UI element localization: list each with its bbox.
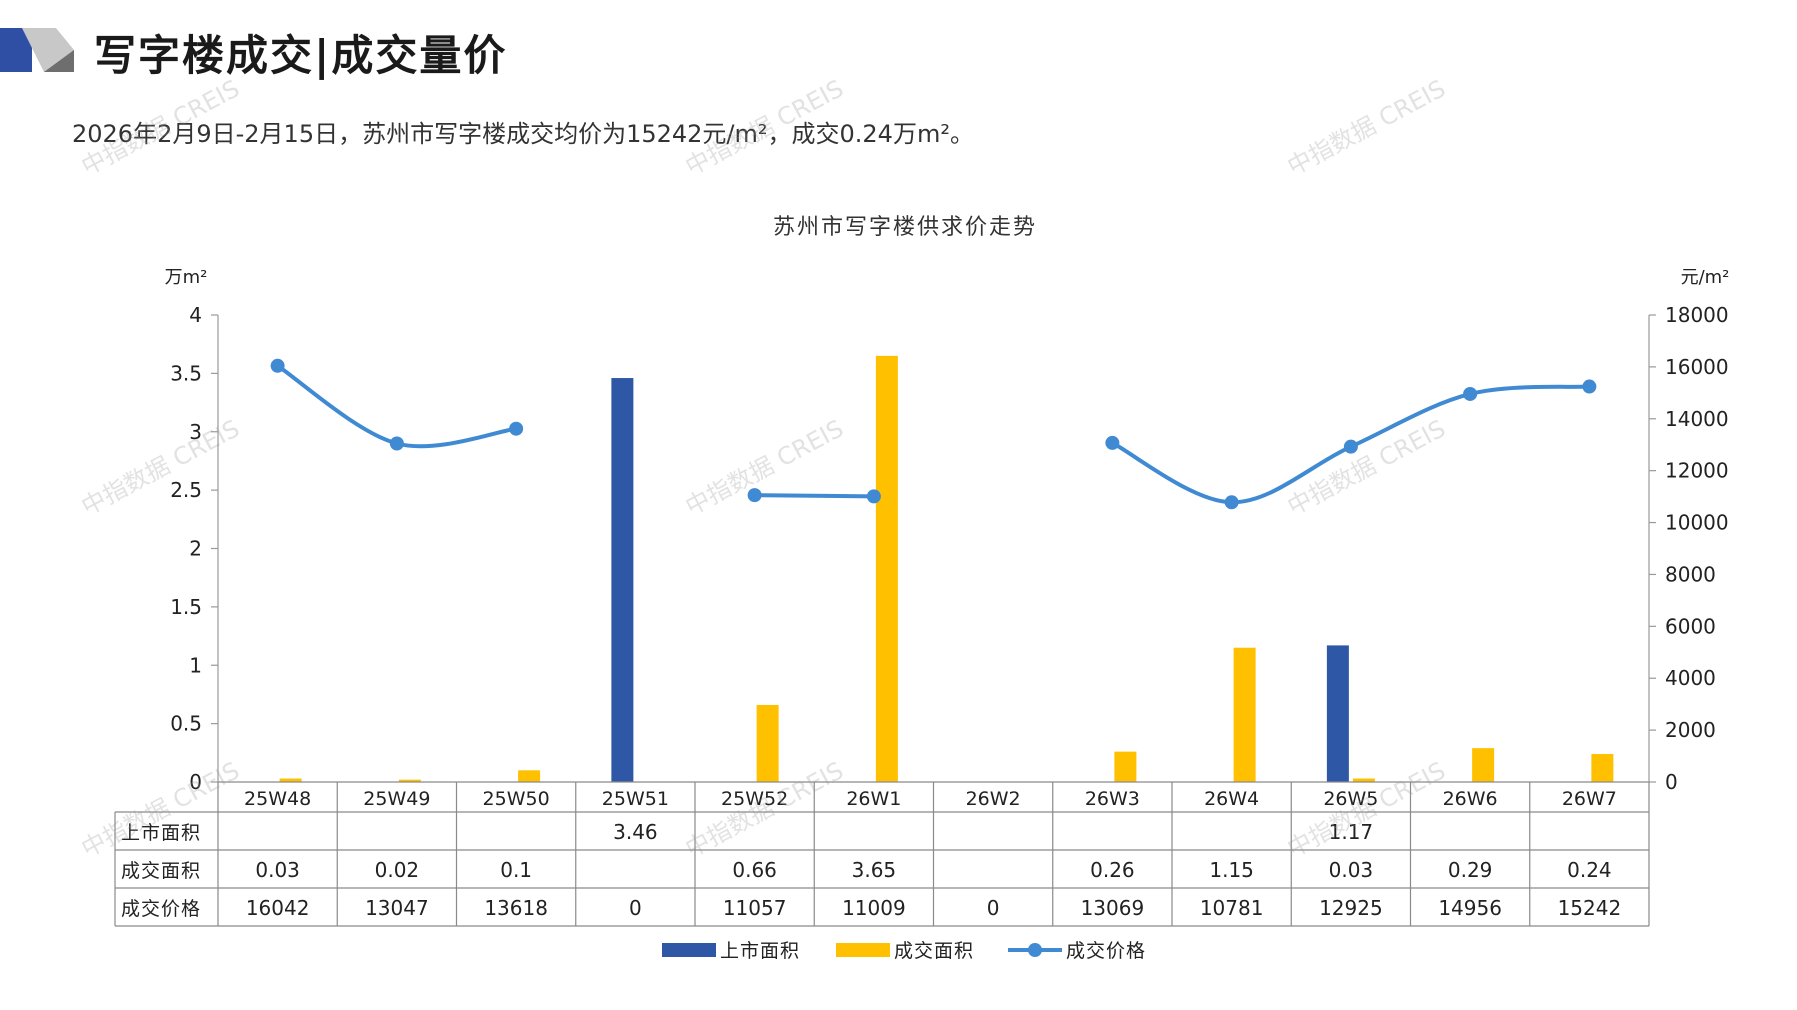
deal-area-bar (756, 704, 779, 782)
deal-area-bar (1591, 753, 1614, 782)
y-left-tick-label: 1 (189, 653, 202, 677)
deal-price-point (1582, 379, 1597, 394)
x-category-label: 26W3 (1085, 788, 1140, 810)
deal-price-point (866, 489, 881, 504)
x-category-label: 25W48 (244, 788, 311, 810)
deal-price-point (389, 436, 404, 451)
y-right-tick-label: 2000 (1665, 718, 1716, 742)
table-cell-value: 0.1 (500, 858, 532, 882)
supply-area-bar (611, 378, 634, 782)
header-decoration (0, 28, 74, 72)
table-cell-value: 3.65 (852, 858, 897, 882)
table-cell-value: 0.66 (732, 858, 777, 882)
table-cell-value: 0.03 (1329, 858, 1374, 882)
legend-swatch-marker (1028, 943, 1042, 957)
legend-swatch (836, 943, 890, 957)
table-cell-value: 3.46 (613, 820, 658, 844)
deal-price-point (1463, 386, 1478, 401)
deal-price-line (754, 493, 874, 499)
deal-price-point (1224, 495, 1239, 510)
x-category-label: 25W51 (602, 788, 669, 810)
x-category-label: 25W52 (721, 788, 788, 810)
y-right-tick-label: 6000 (1665, 614, 1716, 638)
table-row-header: 上市面积 (121, 822, 201, 844)
y-right-tick-label: 0 (1665, 770, 1678, 794)
deal-area-bar (1233, 647, 1256, 782)
y-right-tick-label: 8000 (1665, 562, 1716, 586)
table-cell-value: 1.15 (1209, 858, 1254, 882)
table-cell-value: 0.03 (255, 858, 300, 882)
y-right-tick-label: 18000 (1665, 303, 1729, 327)
legend-label: 上市面积 (720, 940, 800, 962)
table-cell-value: 0.02 (375, 858, 420, 882)
table-cell-value: 0.24 (1567, 858, 1612, 882)
deal-area-bar (398, 779, 421, 782)
legend-label: 成交价格 (1066, 940, 1146, 962)
x-category-label: 26W4 (1204, 788, 1259, 810)
deal-area-bar (875, 355, 898, 782)
deal-price-point (509, 421, 524, 436)
y-left-tick-label: 0 (189, 770, 202, 794)
x-category-label: 25W50 (483, 788, 550, 810)
table-cell-value: 15242 (1558, 896, 1622, 920)
y-left-tick-label: 1.5 (170, 595, 202, 619)
deal-area-bar (279, 778, 302, 782)
y-left-tick-label: 0.5 (170, 712, 202, 736)
table-cell-value: 1.17 (1329, 820, 1374, 844)
y-right-tick-label: 14000 (1665, 407, 1729, 431)
summary-text: 2026年2月9日-2月15日，苏州市写字楼成交均价为15242元/m²，成交0… (72, 120, 974, 148)
deal-price-line (276, 364, 517, 449)
y-right-tick-label: 16000 (1665, 355, 1729, 379)
y-left-unit: 万m² (165, 267, 208, 288)
y-left-tick-label: 3.5 (170, 361, 202, 385)
y-right-unit: 元/m² (1681, 267, 1730, 288)
table-row-header: 成交面积 (121, 860, 201, 882)
table-cell-value: 10781 (1200, 896, 1264, 920)
table-cell-value: 0 (629, 896, 642, 920)
deal-area-bar (1352, 778, 1375, 782)
y-left-tick-label: 2 (189, 537, 202, 561)
table-cell-value: 0.26 (1090, 858, 1135, 882)
deal-price-point (747, 488, 762, 503)
deal-area-bar (1472, 748, 1495, 782)
table-cell-value: 11057 (723, 896, 787, 920)
x-category-label: 25W49 (363, 788, 430, 810)
y-left-tick-label: 3 (189, 420, 202, 444)
deal-price-point (270, 358, 285, 373)
y-right-tick-label: 12000 (1665, 459, 1729, 483)
deal-area-bar (1114, 751, 1137, 782)
table-cell-value: 11009 (842, 896, 906, 920)
supply-area-bar (1326, 645, 1349, 782)
x-category-label: 26W2 (966, 788, 1021, 810)
page-title: 写字楼成交|成交量价 (94, 31, 508, 80)
deal-area-bar (518, 770, 541, 782)
table-cell-value: 13618 (484, 896, 548, 920)
y-left-tick-label: 2.5 (170, 478, 202, 502)
x-category-label: 26W1 (846, 788, 901, 810)
legend-swatch (662, 943, 716, 957)
x-category-label: 26W5 (1323, 788, 1378, 810)
deal-price-point (1343, 439, 1358, 454)
chart-title: 苏州市写字楼供求价走势 (773, 215, 1037, 240)
table-cell-value: 0 (987, 896, 1000, 920)
x-category-label: 26W7 (1562, 788, 1617, 810)
table-cell-value: 14956 (1438, 896, 1502, 920)
table-cell-value: 12925 (1319, 896, 1383, 920)
table-cell-value: 0.29 (1448, 858, 1493, 882)
table-cell-value: 13047 (365, 896, 429, 920)
deal-price-point (1105, 435, 1120, 450)
y-right-tick-label: 4000 (1665, 666, 1716, 690)
table-row-header: 成交价格 (121, 898, 201, 920)
y-left-tick-label: 4 (189, 303, 202, 327)
legend-label: 成交面积 (894, 940, 974, 962)
table-cell-value: 13069 (1081, 896, 1145, 920)
x-category-label: 26W6 (1443, 788, 1498, 810)
y-right-tick-label: 10000 (1665, 511, 1729, 535)
table-cell-value: 16042 (246, 896, 310, 920)
